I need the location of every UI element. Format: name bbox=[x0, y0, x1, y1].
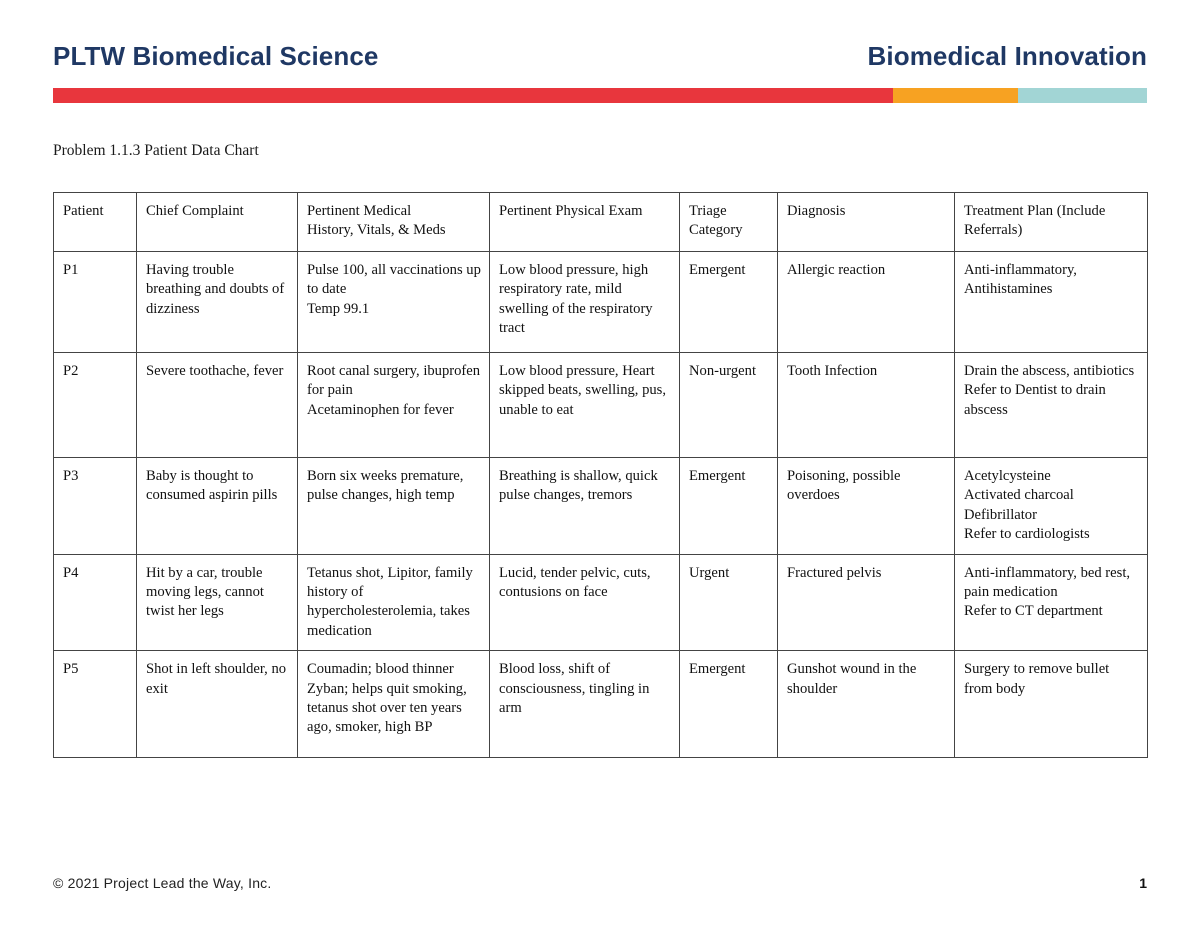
cell-treatment-plan: Surgery to remove bullet from body bbox=[954, 650, 1148, 759]
cell-diagnosis: Gunshot wound in the shoulder bbox=[777, 650, 955, 759]
cell-diagnosis: Poisoning, possible overdoes bbox=[777, 457, 955, 555]
patient-data-table: Patient Chief Complaint Pertinent Medica… bbox=[53, 192, 1148, 759]
header-color-bar bbox=[53, 88, 1147, 103]
header-line: Patient bbox=[63, 203, 104, 219]
cell-line: Refer to CT department bbox=[964, 603, 1103, 620]
cell-medical-history: Pulse 100, all vaccinations up to date T… bbox=[297, 251, 490, 353]
header-line: Triage bbox=[689, 203, 727, 219]
cell-physical-exam: Blood loss, shift of consciousness, ting… bbox=[489, 650, 680, 759]
cell-treatment-plan: Anti-inflammatory, bed rest, pain medica… bbox=[954, 553, 1148, 652]
column-header-triage-category: Triage Category bbox=[679, 192, 778, 252]
cell-chief-complaint: Shot in left shoulder, no exit bbox=[136, 650, 298, 759]
table-row: P3 Baby is thought to consumed aspirin p… bbox=[53, 457, 1148, 555]
header-line: Chief Complaint bbox=[146, 203, 244, 219]
cell-physical-exam: Low blood pressure, high respiratory rat… bbox=[489, 251, 680, 353]
header-line: Pertinent Medical bbox=[307, 203, 412, 219]
table-row: P1 Having trouble breathing and doubts o… bbox=[53, 251, 1148, 353]
course-title: Biomedical Innovation bbox=[867, 40, 1147, 71]
copyright-text: © 2021 Project Lead the Way, Inc. bbox=[53, 875, 272, 891]
cell-medical-history: Tetanus shot, Lipitor, family history of… bbox=[297, 553, 490, 652]
column-header-patient: Patient bbox=[53, 192, 137, 252]
cell-line: Pulse 100, all vaccinations up to date bbox=[307, 262, 481, 298]
cell-medical-history: Root canal surgery, ibuprofen for pain A… bbox=[297, 352, 490, 458]
document-footer: © 2021 Project Lead the Way, Inc. 1 bbox=[53, 875, 1147, 891]
cell-treatment-plan: Acetylcysteine Activated charcoal Defibr… bbox=[954, 457, 1148, 555]
page-number: 1 bbox=[1139, 875, 1147, 891]
cell-line: Root canal surgery, ibuprofen for pain bbox=[307, 363, 481, 399]
cell-patient: P5 bbox=[53, 650, 137, 759]
cell-patient: P1 bbox=[53, 251, 137, 353]
cell-triage-category: Emergent bbox=[679, 251, 778, 353]
cell-chief-complaint: Having trouble breathing and doubts of d… bbox=[136, 251, 298, 353]
table-row: P5 Shot in left shoulder, no exit Coumad… bbox=[53, 650, 1148, 759]
cell-line: Born six weeks premature, pulse changes,… bbox=[307, 468, 464, 504]
cell-line: Activated charcoal bbox=[964, 487, 1074, 504]
cell-patient: P4 bbox=[53, 553, 137, 652]
cell-triage-category: Urgent bbox=[679, 553, 778, 652]
cell-physical-exam: Low blood pressure, Heart skipped beats,… bbox=[489, 352, 680, 458]
cell-patient: P2 bbox=[53, 352, 137, 458]
header-line: Treatment Plan (Include bbox=[964, 203, 1106, 219]
document-header: PLTW Biomedical Science Biomedical Innov… bbox=[53, 34, 1147, 78]
cell-line: Acetylcysteine bbox=[964, 468, 1051, 484]
problem-caption: Problem 1.1.3 Patient Data Chart bbox=[53, 142, 259, 159]
cell-medical-history: Born six weeks premature, pulse changes,… bbox=[297, 457, 490, 555]
cell-line: Refer to cardiologists bbox=[964, 526, 1090, 543]
cell-physical-exam: Lucid, tender pelvic, cuts, contusions o… bbox=[489, 553, 680, 652]
cell-medical-history: Coumadin; blood thinner Zyban; helps qui… bbox=[297, 650, 490, 759]
cell-line: Temp 99.1 bbox=[307, 300, 370, 317]
cell-diagnosis: Fractured pelvis bbox=[777, 553, 955, 652]
header-line: Pertinent Physical Exam bbox=[499, 203, 643, 219]
patient-data-table-container: Patient Chief Complaint Pertinent Medica… bbox=[53, 192, 1148, 759]
cell-patient: P3 bbox=[53, 457, 137, 555]
cell-chief-complaint: Baby is thought to consumed aspirin pill… bbox=[136, 457, 298, 555]
cell-line: Tetanus shot, Lipitor, family history of… bbox=[307, 564, 473, 639]
header-line: Category bbox=[689, 222, 743, 239]
cell-treatment-plan: Anti-inflammatory, Antihistamines bbox=[954, 251, 1148, 353]
column-header-chief-complaint: Chief Complaint bbox=[136, 192, 298, 252]
cell-line: Acetaminophen for fever bbox=[307, 401, 454, 418]
color-bar-segment-orange bbox=[893, 88, 1018, 103]
header-line: History, Vitals, & Meds bbox=[307, 222, 446, 239]
column-header-physical-exam: Pertinent Physical Exam bbox=[489, 192, 680, 252]
header-line: Referrals) bbox=[964, 222, 1023, 239]
cell-triage-category: Emergent bbox=[679, 457, 778, 555]
cell-triage-category: Emergent bbox=[679, 650, 778, 759]
color-bar-segment-red bbox=[53, 88, 893, 103]
cell-chief-complaint: Severe toothache, fever bbox=[136, 352, 298, 458]
header-line: Diagnosis bbox=[787, 203, 846, 219]
cell-line: Anti-inflammatory, Antihistamines bbox=[964, 262, 1077, 298]
cell-line: Coumadin; blood thinner bbox=[307, 661, 454, 678]
column-header-medical-history: Pertinent Medical History, Vitals, & Med… bbox=[297, 192, 490, 252]
cell-line: Drain the abscess, antibiotics bbox=[964, 363, 1135, 379]
table-row: P2 Severe toothache, fever Root canal su… bbox=[53, 352, 1148, 458]
column-header-treatment-plan: Treatment Plan (Include Referrals) bbox=[954, 192, 1148, 252]
table-header-row: Patient Chief Complaint Pertinent Medica… bbox=[53, 192, 1148, 252]
cell-triage-category: Non-urgent bbox=[679, 352, 778, 458]
column-header-diagnosis: Diagnosis bbox=[777, 192, 955, 252]
cell-physical-exam: Breathing is shallow, quick pulse change… bbox=[489, 457, 680, 555]
cell-line: Anti-inflammatory, bed rest, pain medica… bbox=[964, 564, 1131, 601]
table-row: P4 Hit by a car, trouble moving legs, ca… bbox=[53, 553, 1148, 652]
cell-chief-complaint: Hit by a car, trouble moving legs, canno… bbox=[136, 553, 298, 652]
cell-diagnosis: Tooth Infection bbox=[777, 352, 955, 458]
cell-treatment-plan: Drain the abscess, antibiotics Refer to … bbox=[954, 352, 1148, 458]
cell-diagnosis: Allergic reaction bbox=[777, 251, 955, 353]
cell-line: Refer to Dentist to drain abscess bbox=[964, 382, 1106, 418]
brand-title: PLTW Biomedical Science bbox=[53, 40, 379, 71]
cell-line: Zyban; helps quit smoking, tetanus shot … bbox=[307, 680, 467, 736]
color-bar-segment-teal bbox=[1018, 88, 1147, 103]
cell-line: Defibrillator bbox=[964, 506, 1037, 523]
cell-line: Surgery to remove bullet from body bbox=[964, 661, 1110, 697]
